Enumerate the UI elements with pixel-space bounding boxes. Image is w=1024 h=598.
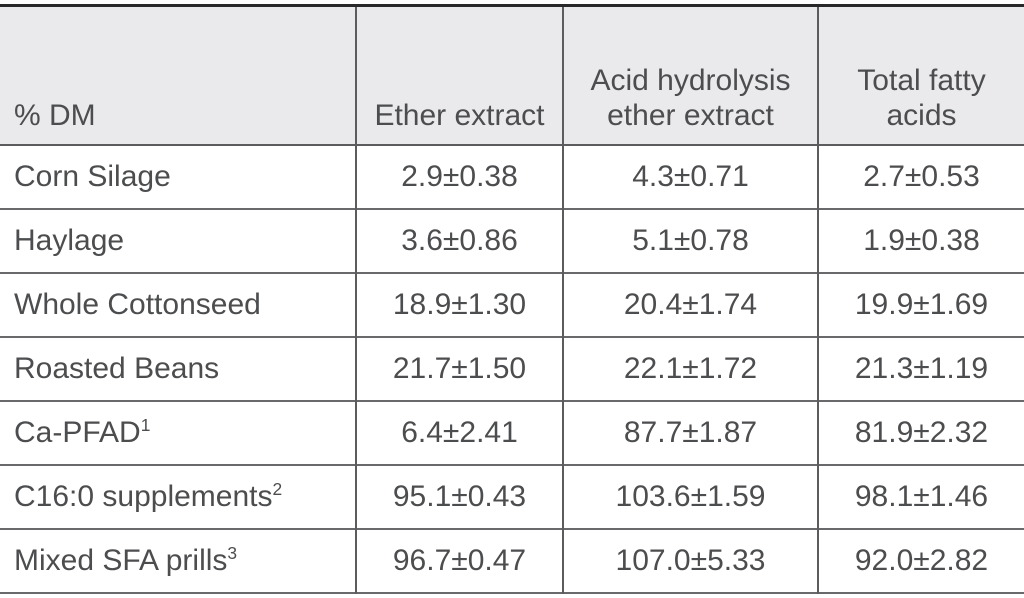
cell-total-fatty-acids: 98.1±1.46: [817, 464, 1024, 529]
table-row-roasted-beans: Roasted Beans 21.7±1.50 22.1±1.72 21.3±1…: [0, 336, 1024, 401]
row-label: Haylage: [0, 209, 356, 273]
table-row-c16-supplements: C16:0 supplements2 95.1±0.43 103.6±1.59 …: [0, 464, 1024, 529]
column-header-pct-dm: % DM: [14, 99, 96, 133]
cell-acid-hydrolysis: 4.3±0.71: [562, 144, 818, 209]
cell-total-fatty-acids: 1.9±0.38: [817, 208, 1024, 273]
table-row-corn-silage: Corn Silage 2.9±0.38 4.3±0.71 2.7±0.53: [0, 144, 1024, 209]
cell-ether-extract: 6.4±2.41: [355, 400, 563, 465]
cell-acid-hydrolysis: 103.6±1.59: [562, 464, 818, 529]
table-row-haylage: Haylage 3.6±0.86 5.1±0.78 1.9±0.38: [0, 208, 1024, 273]
cell-acid-hydrolysis: 20.4±1.74: [562, 272, 818, 337]
column-header-ether-extract: Ether extract: [355, 5, 563, 145]
footnote-marker: 1: [140, 414, 151, 435]
fat-content-table: % DM Ether extract Acid hydrolysis ether…: [0, 4, 1024, 594]
feed-name: Haylage: [14, 223, 125, 257]
cell-total-fatty-acids: 19.9±1.69: [817, 272, 1024, 337]
row-label: Mixed SFA prills3: [0, 529, 356, 593]
cell-ether-extract: 95.1±0.43: [355, 464, 563, 529]
cell-total-fatty-acids: 2.7±0.53: [817, 144, 1024, 209]
feed-name: Corn Silage: [14, 159, 171, 193]
cell-total-fatty-acids: 81.9±2.32: [817, 400, 1024, 465]
feed-name: Roasted Beans: [14, 351, 220, 385]
header-row: % DM Ether extract Acid hydrolysis ether…: [0, 5, 1024, 145]
feed-name: C16:0 supplements: [14, 479, 273, 513]
cell-acid-hydrolysis: 107.0±5.33: [562, 528, 818, 593]
feed-name: Whole Cottonseed: [14, 287, 261, 321]
cell-ether-extract: 96.7±0.47: [355, 528, 563, 593]
row-label: Whole Cottonseed: [0, 273, 356, 337]
cell-acid-hydrolysis: 5.1±0.78: [562, 208, 818, 273]
row-label: C16:0 supplements2: [0, 465, 356, 529]
table-body: Corn Silage 2.9±0.38 4.3±0.71 2.7±0.53 H…: [0, 144, 1024, 593]
cell-ether-extract: 18.9±1.30: [355, 272, 563, 337]
table-row-mixed-sfa-prills: Mixed SFA prills3 96.7±0.47 107.0±5.33 9…: [0, 528, 1024, 593]
cell-acid-hydrolysis: 87.7±1.87: [562, 400, 818, 465]
cell-total-fatty-acids: 21.3±1.19: [817, 336, 1024, 401]
cell-total-fatty-acids: 92.0±2.82: [817, 528, 1024, 593]
table-row-whole-cottonseed: Whole Cottonseed 18.9±1.30 20.4±1.74 19.…: [0, 272, 1024, 337]
feed-name: Mixed SFA prills: [14, 543, 228, 577]
table-row-ca-pfad: Ca-PFAD1 6.4±2.41 87.7±1.87 81.9±2.32: [0, 400, 1024, 465]
column-header-total-fatty-acids: Total fatty acids: [817, 5, 1024, 145]
cell-ether-extract: 21.7±1.50: [355, 336, 563, 401]
row-label: Ca-PFAD1: [0, 401, 356, 465]
cell-ether-extract: 2.9±0.38: [355, 144, 563, 209]
cell-ether-extract: 3.6±0.86: [355, 208, 563, 273]
table-header: % DM Ether extract Acid hydrolysis ether…: [0, 5, 1024, 145]
cell-acid-hydrolysis: 22.1±1.72: [562, 336, 818, 401]
column-header-acid-hydrolysis-ether-extract: Acid hydrolysis ether extract: [562, 5, 818, 145]
row-label: Corn Silage: [0, 145, 356, 209]
footnote-marker: 3: [227, 542, 238, 563]
row-label: Roasted Beans: [0, 337, 356, 401]
feed-name: Ca-PFAD: [14, 415, 141, 449]
footnote-marker: 2: [272, 478, 283, 499]
